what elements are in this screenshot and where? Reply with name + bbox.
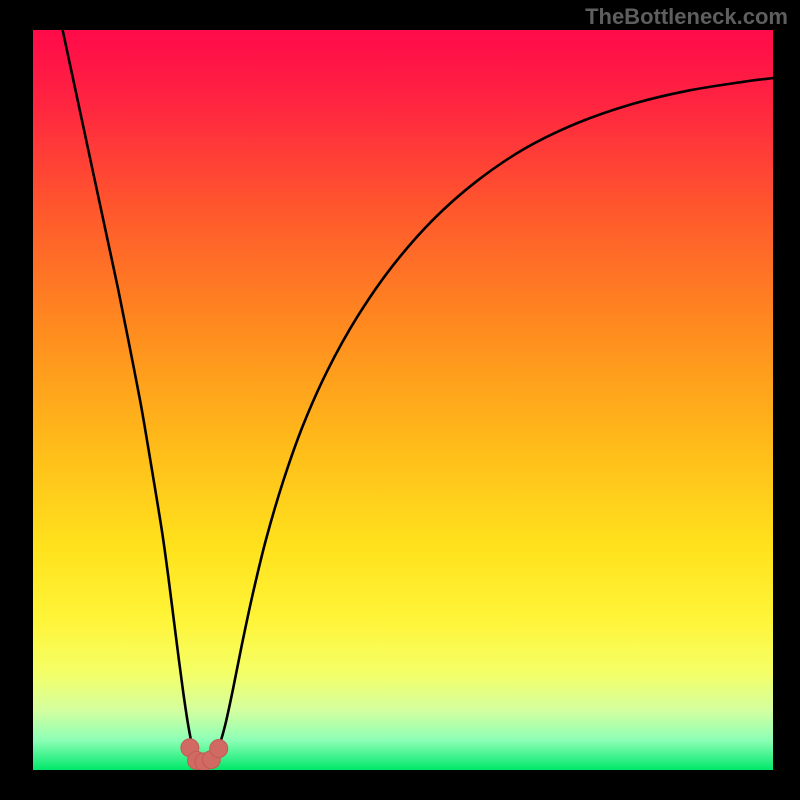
watermark-text: TheBottleneck.com (585, 4, 788, 30)
gradient-background (33, 30, 773, 770)
plot-area (33, 30, 773, 770)
valley-dot (210, 740, 228, 758)
chart-svg (33, 30, 773, 770)
chart-container: TheBottleneck.com (0, 0, 800, 800)
